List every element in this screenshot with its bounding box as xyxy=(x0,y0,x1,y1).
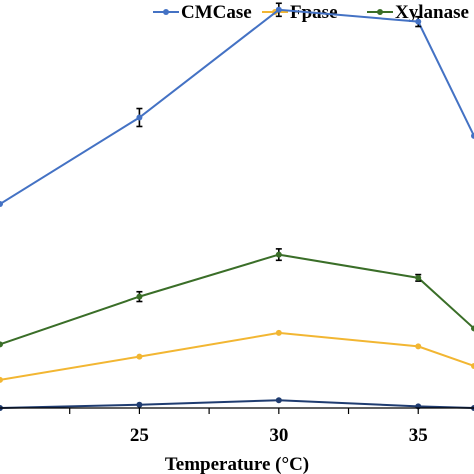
x-tick-label: 35 xyxy=(409,425,428,446)
series-line xyxy=(0,8,474,205)
data-point xyxy=(415,18,422,25)
legend-item-xylanase: Xylanase xyxy=(367,2,469,23)
data-point xyxy=(471,132,474,139)
legend-label: CMCase xyxy=(181,2,252,23)
data-point xyxy=(136,353,143,360)
series-line xyxy=(0,253,474,346)
legend-item-cmcase: CMCase xyxy=(153,2,252,23)
data-point xyxy=(136,114,143,121)
data-point xyxy=(0,341,3,348)
x-tick-label: 25 xyxy=(130,425,149,446)
legend-label: Xylanase xyxy=(395,2,469,23)
series-cmcase xyxy=(0,2,474,207)
legend-marker xyxy=(377,9,383,15)
x-tick-label: 30 xyxy=(269,425,288,446)
series-fpase xyxy=(0,329,474,383)
legend-marker xyxy=(163,9,169,15)
data-point xyxy=(0,376,3,383)
data-point xyxy=(275,251,282,258)
x-axis: 25 30 35 xyxy=(0,407,474,446)
data-point xyxy=(415,274,422,281)
data-point xyxy=(415,343,422,350)
data-point xyxy=(471,325,474,332)
x-axis-title: Temperature (°C) xyxy=(165,454,309,474)
series-line xyxy=(0,399,474,409)
data-point xyxy=(275,329,282,336)
data-point xyxy=(471,362,474,369)
data-point xyxy=(136,293,143,300)
chart-legend: CMCase Fpase Xylanase xyxy=(153,2,469,23)
data-point xyxy=(136,401,143,408)
series-line xyxy=(0,331,474,381)
data-point xyxy=(275,397,282,404)
data-point xyxy=(275,6,282,13)
series-unlabeled xyxy=(0,397,474,411)
series-layer xyxy=(0,2,474,411)
data-point xyxy=(0,201,3,207)
series-xylanase xyxy=(0,248,474,348)
